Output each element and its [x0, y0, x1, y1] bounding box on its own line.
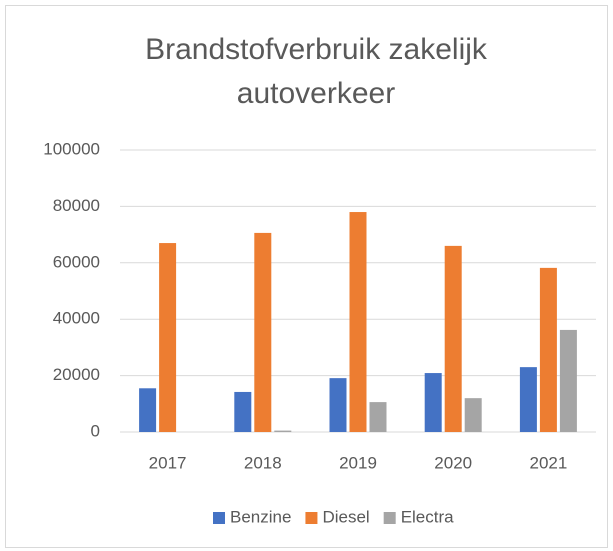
bar	[139, 388, 157, 432]
legend-swatch	[383, 512, 396, 524]
bar	[254, 232, 272, 432]
bar	[329, 378, 347, 432]
y-tick-label: 100000	[43, 139, 100, 158]
bar	[369, 402, 387, 432]
chart-frame	[5, 5, 608, 548]
legend-label: Electra	[401, 507, 454, 526]
y-tick-label: 20000	[53, 365, 100, 384]
bar	[539, 267, 557, 432]
bar	[234, 391, 252, 432]
bar	[349, 212, 367, 432]
bar	[159, 243, 177, 432]
bar	[424, 373, 442, 432]
legend-swatch	[305, 512, 318, 524]
y-tick-label: 0	[91, 421, 100, 440]
legend-label: Diesel	[322, 507, 369, 526]
x-tick-label: 2018	[244, 453, 282, 472]
bar	[444, 245, 462, 432]
chart-title: Brandstofverbruik zakelijk autoverkeer	[145, 33, 487, 110]
x-tick-label: 2017	[149, 453, 187, 472]
legend-label: Benzine	[230, 507, 291, 526]
y-tick-label: 60000	[53, 252, 100, 271]
x-tick-label: 2020	[434, 453, 472, 472]
y-tick-label: 80000	[53, 196, 100, 215]
y-tick-label: 40000	[53, 309, 100, 328]
x-tick-label: 2019	[339, 453, 377, 472]
bar	[464, 398, 482, 432]
bar	[274, 430, 292, 432]
legend-swatch	[213, 512, 225, 524]
x-tick-label: 2021	[529, 453, 567, 472]
bar	[519, 367, 537, 432]
bar	[559, 329, 577, 432]
